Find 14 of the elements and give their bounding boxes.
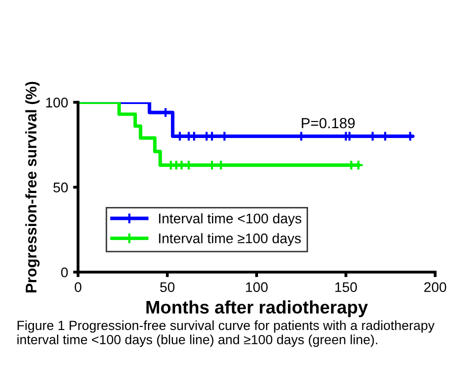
x-tick-label: 150 — [335, 282, 357, 292]
y-axis-title: Progression-free survival (%) — [25, 82, 40, 292]
x-tick-label: 0 — [74, 282, 82, 292]
x-tick-label: 200 — [424, 282, 446, 292]
y-tick-label: 50 — [53, 182, 68, 192]
caption: Figure 1 Progression-free survival curve for patients with a radiotherapy interval time <100 days (blue line) and ≥100 days (green line). — [17, 320, 435, 347]
y-tick-label: 0 — [61, 267, 68, 278]
x-tick-label: 50 — [160, 282, 175, 292]
legend-label: Interval time ≥100 days — [159, 233, 301, 246]
x-tick-label: 100 — [246, 282, 268, 292]
annotation: P=0.189 — [302, 118, 355, 128]
x-axis-title: Months after radiotherapy — [146, 300, 368, 318]
legend-label: Interval time <100 days — [159, 213, 302, 226]
y-tick-label: 100 — [46, 98, 68, 108]
